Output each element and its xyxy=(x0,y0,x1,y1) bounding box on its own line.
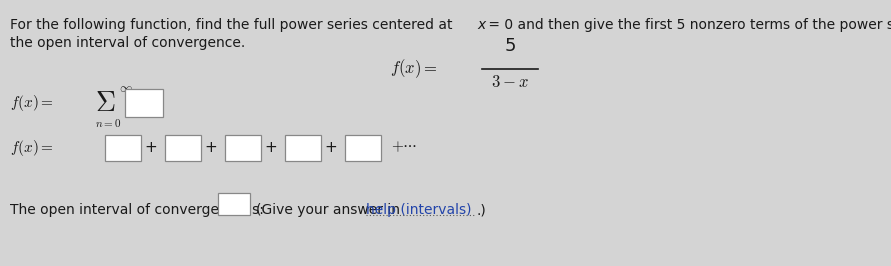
Text: = 0 and then give the first 5 nonzero terms of the power series and: = 0 and then give the first 5 nonzero te… xyxy=(484,18,891,32)
Text: .): .) xyxy=(476,203,486,217)
Text: $\infty$: $\infty$ xyxy=(119,82,133,95)
Text: +: + xyxy=(324,140,338,156)
Text: $+\cdots$: $+\cdots$ xyxy=(391,139,417,153)
FancyBboxPatch shape xyxy=(345,135,381,161)
Text: +: + xyxy=(144,140,158,156)
FancyBboxPatch shape xyxy=(165,135,201,161)
Text: The open interval of convergence is:: The open interval of convergence is: xyxy=(10,203,264,217)
FancyBboxPatch shape xyxy=(218,193,250,215)
Text: help (intervals): help (intervals) xyxy=(366,203,471,217)
FancyBboxPatch shape xyxy=(285,135,321,161)
Text: $\Sigma$: $\Sigma$ xyxy=(94,89,115,117)
FancyBboxPatch shape xyxy=(105,135,141,161)
Text: $f(x) =$: $f(x) =$ xyxy=(10,93,53,113)
Text: $n{=}0$: $n{=}0$ xyxy=(95,117,121,129)
Text: x: x xyxy=(477,18,486,32)
Text: $f(x) =$: $f(x) =$ xyxy=(10,138,53,158)
Text: the open interval of convergence.: the open interval of convergence. xyxy=(10,36,245,50)
FancyBboxPatch shape xyxy=(225,135,261,161)
Text: $f(x) =$: $f(x) =$ xyxy=(390,58,437,80)
Text: $3-x$: $3-x$ xyxy=(491,73,529,91)
Text: 5: 5 xyxy=(504,37,516,55)
Text: +: + xyxy=(205,140,217,156)
Text: (Give your answer in: (Give your answer in xyxy=(256,203,405,217)
Text: For the following function, find the full power series centered at: For the following function, find the ful… xyxy=(10,18,457,32)
FancyBboxPatch shape xyxy=(125,89,163,117)
Text: +: + xyxy=(265,140,277,156)
